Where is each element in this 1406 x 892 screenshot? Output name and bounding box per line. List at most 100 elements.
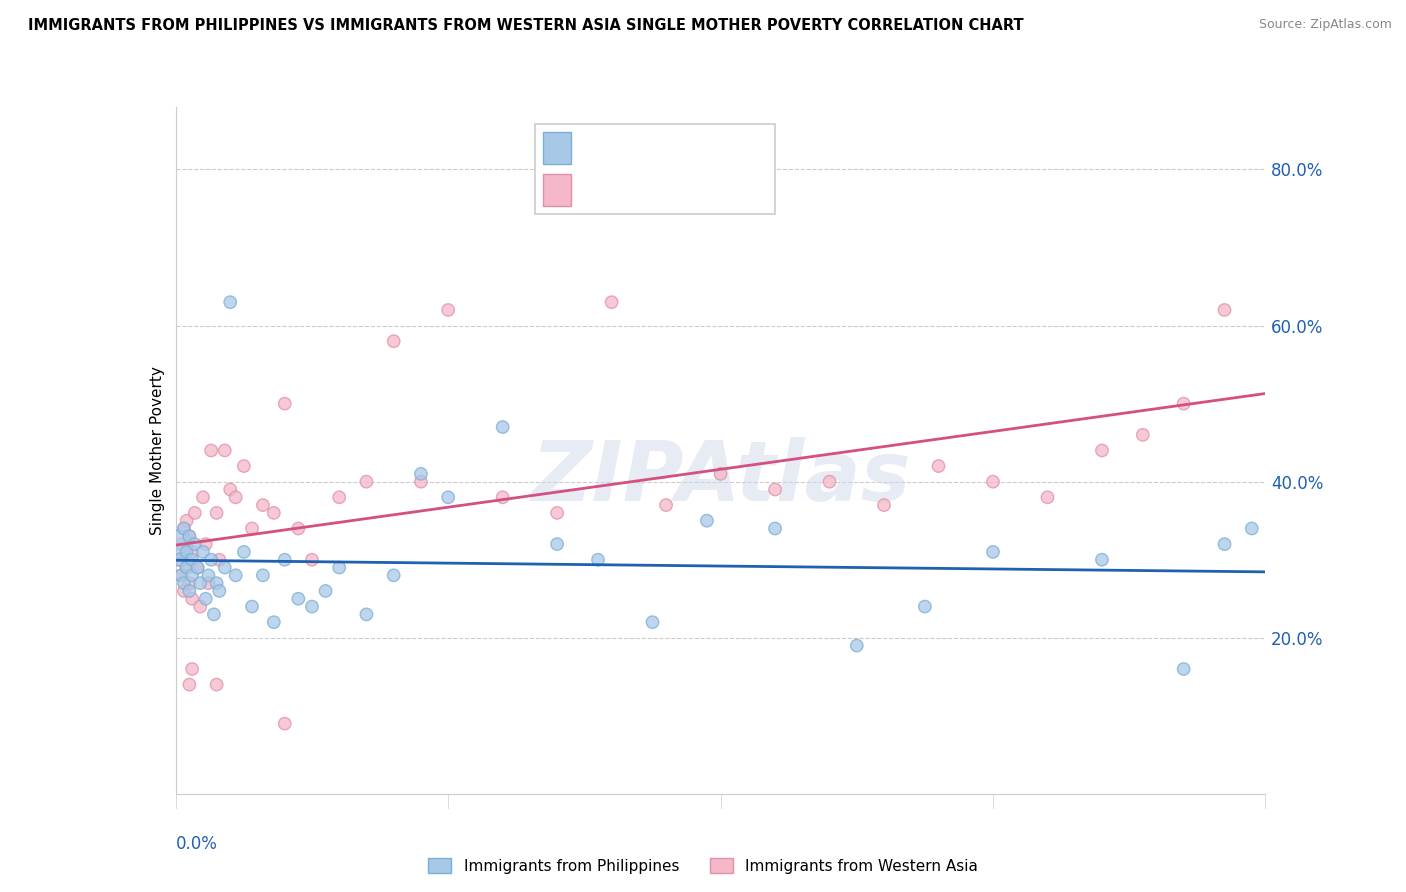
Point xyxy=(170,568,193,582)
Point xyxy=(205,576,228,591)
Point xyxy=(219,483,242,497)
Point xyxy=(194,537,217,551)
Text: ZIPAtlas: ZIPAtlas xyxy=(531,437,910,518)
Point xyxy=(173,521,195,535)
Point xyxy=(202,607,225,622)
Point xyxy=(263,615,285,630)
Point xyxy=(328,560,350,574)
Point xyxy=(382,568,405,582)
Point xyxy=(287,591,309,606)
Point xyxy=(240,521,263,535)
Point xyxy=(1091,552,1114,567)
Point xyxy=(981,545,1004,559)
Point xyxy=(173,583,195,598)
Point xyxy=(641,615,664,630)
Point xyxy=(710,467,733,481)
Point xyxy=(225,490,247,504)
Point xyxy=(437,302,460,317)
Point xyxy=(1173,396,1195,410)
Point xyxy=(1213,302,1236,317)
Point xyxy=(274,716,297,731)
Point xyxy=(1240,521,1263,535)
Point xyxy=(382,334,405,348)
Point xyxy=(586,552,609,567)
Text: Source: ZipAtlas.com: Source: ZipAtlas.com xyxy=(1258,18,1392,31)
Point xyxy=(240,599,263,614)
Point xyxy=(928,458,950,473)
Point xyxy=(170,568,193,582)
Point xyxy=(1173,662,1195,676)
Point xyxy=(167,552,190,567)
Point xyxy=(188,576,211,591)
Point xyxy=(188,599,211,614)
Point xyxy=(200,443,222,458)
Point xyxy=(176,545,198,559)
Point xyxy=(356,475,378,489)
Point xyxy=(191,490,214,504)
Point xyxy=(274,396,297,410)
Legend: Immigrants from Philippines, Immigrants from Western Asia: Immigrants from Philippines, Immigrants … xyxy=(422,852,984,880)
Point xyxy=(232,545,254,559)
Point xyxy=(655,498,678,512)
Point xyxy=(301,599,323,614)
Point xyxy=(181,545,204,559)
Point xyxy=(1132,427,1154,442)
Point xyxy=(179,529,201,543)
Point xyxy=(696,514,718,528)
Point xyxy=(1213,537,1236,551)
Point xyxy=(194,591,217,606)
Point xyxy=(181,568,204,582)
Point xyxy=(409,467,432,481)
Point xyxy=(600,295,623,310)
Point xyxy=(492,420,515,434)
Point xyxy=(328,490,350,504)
Point xyxy=(873,498,896,512)
Point xyxy=(274,552,297,567)
Point xyxy=(205,506,228,520)
Point xyxy=(232,458,254,473)
Point xyxy=(197,576,219,591)
Point xyxy=(170,537,193,551)
Point xyxy=(252,498,274,512)
Point xyxy=(184,537,207,551)
Text: IMMIGRANTS FROM PHILIPPINES VS IMMIGRANTS FROM WESTERN ASIA SINGLE MOTHER POVERT: IMMIGRANTS FROM PHILIPPINES VS IMMIGRANT… xyxy=(28,18,1024,33)
Point xyxy=(214,560,236,574)
Point xyxy=(763,521,786,535)
Point xyxy=(173,576,195,591)
Point xyxy=(1091,443,1114,458)
Point xyxy=(263,506,285,520)
Point xyxy=(205,678,228,692)
Point xyxy=(546,537,568,551)
Point xyxy=(167,537,190,551)
Point xyxy=(179,529,201,543)
Point xyxy=(179,678,201,692)
Point xyxy=(176,560,198,574)
Point xyxy=(173,521,195,535)
Point xyxy=(184,506,207,520)
Point xyxy=(219,295,242,310)
Point xyxy=(176,560,198,574)
Point xyxy=(356,607,378,622)
Y-axis label: Single Mother Poverty: Single Mother Poverty xyxy=(149,366,165,535)
Point xyxy=(208,583,231,598)
Point xyxy=(214,443,236,458)
Point xyxy=(170,552,193,567)
Point xyxy=(186,560,209,574)
Point xyxy=(818,475,841,489)
Point xyxy=(181,662,204,676)
Point xyxy=(409,475,432,489)
Point xyxy=(208,552,231,567)
Point xyxy=(914,599,936,614)
Point xyxy=(200,552,222,567)
Point xyxy=(315,583,337,598)
Point xyxy=(252,568,274,582)
Text: 0.0%: 0.0% xyxy=(176,835,218,853)
Point xyxy=(176,514,198,528)
Point xyxy=(179,576,201,591)
Point xyxy=(181,552,204,567)
Point xyxy=(225,568,247,582)
Point xyxy=(179,583,201,598)
Point xyxy=(186,560,209,574)
Point xyxy=(191,545,214,559)
Point xyxy=(763,483,786,497)
